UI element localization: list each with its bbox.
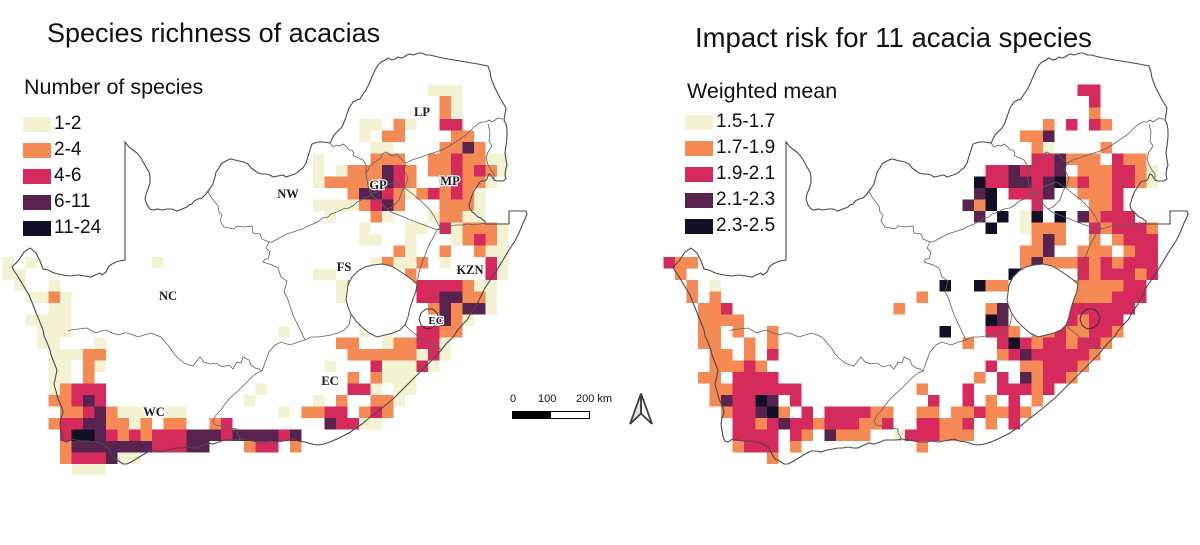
svg-text:EC: EC	[428, 315, 443, 327]
svg-text:WC: WC	[143, 405, 165, 419]
svg-text:GP: GP	[369, 178, 387, 192]
svg-text:EC: EC	[321, 374, 338, 388]
svg-text:MP: MP	[440, 174, 460, 188]
svg-text:KZN: KZN	[456, 263, 483, 277]
svg-text:LP: LP	[414, 105, 430, 119]
svg-text:NC: NC	[159, 289, 177, 303]
svg-text:NW: NW	[277, 187, 299, 201]
svg-text:FS: FS	[337, 260, 352, 274]
